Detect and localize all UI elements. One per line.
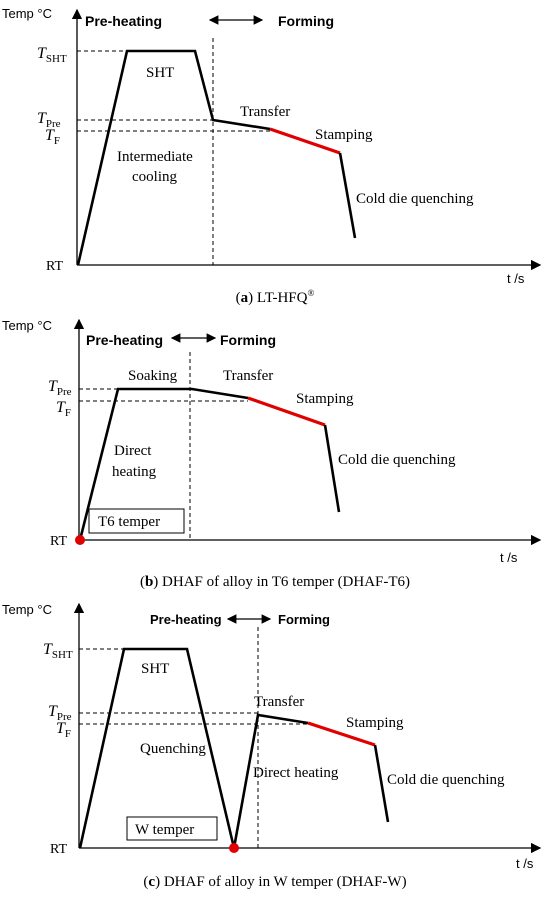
panel-c-phase-preheating: Pre-heating [150,612,222,627]
panel-a-label-intermediate-line2: cooling [132,169,177,185]
panel-c-tick-rt: RT [50,842,67,857]
panel-b-y-axis-label: Temp °C [2,318,52,333]
panel-b-label-cold-die: Cold die quenching [338,452,456,468]
panel-b-label-stamping: Stamping [296,391,354,407]
panel-b-start-point [75,535,85,545]
panel-b-caption: (b) DHAF of alloy in T6 temper (DHAF-T6) [140,574,410,590]
panel-b-tick-tpre: TPre [48,378,72,398]
panel-b-tick-rt: RT [50,534,67,549]
panel-a-process-curve [76,49,271,266]
panel-b-x-axis-label: t /s [500,550,518,565]
panel-c-temper-label: W temper [135,822,194,838]
panel-a-tick-rt: RT [46,259,63,274]
panel-b-label-direct-line1: Direct [114,443,152,459]
panel-b-stamping-segment [247,396,326,427]
panel-c-x-axis-label: t /s [516,856,534,871]
panel-a-label-sht: SHT [146,65,174,81]
panel-c-process-curve [78,647,309,849]
panel-c-label-transfer: Transfer [254,694,304,710]
panel-a-tick-tsht: TSHT [37,45,67,65]
panel-a-caption: (a) LT-HFQ® [236,288,315,306]
panel-a-phase-preheating: Pre-heating [85,13,162,29]
panel-b-temper-label: T6 temper [98,514,160,530]
panel-a-cold-quench-curve [338,152,357,239]
panel-c-stamping-segment [307,721,376,747]
panel-b-temper-box [88,508,185,534]
panel-b-phase-forming: Forming [220,332,276,348]
panel-a-tick-tpre: TPre [37,110,61,130]
panel-c-tick-tsht: TSHT [43,641,73,661]
panel-b-phase-preheating: Pre-heating [86,332,163,348]
panel-c-w-temper-point [229,843,239,853]
panel-b-process-curve [78,387,249,541]
panel-c-label-direct-heating: Direct heating [253,765,339,781]
panel-c-label-quenching: Quenching [140,741,206,757]
panel-a-y-axis-label: Temp °C [2,6,52,21]
panel-a-label-transfer: Transfer [240,104,290,120]
panel-a-label-intermediate-line1: Intermediate [117,149,193,165]
panel-c-cold-quench-curve [373,744,390,823]
panel-b-label-direct-line2: heating [112,464,157,480]
panel-a: Temp °C Pre-heating Forming t /s TSHT TP… [2,6,542,306]
panel-a-x-axis-label: t /s [507,271,525,286]
panel-c-phase-forming: Forming [278,612,330,627]
panel-c-tick-tf: TF [56,720,71,740]
panel-a-phase-forming: Forming [278,13,334,29]
panel-c-label-cold-die: Cold die quenching [387,772,505,788]
panel-b-cold-quench-curve [323,424,341,513]
panel-a-label-cold-die: Cold die quenching [356,191,474,207]
panel-c-label-stamping: Stamping [346,715,404,731]
panel-c-y-axis-label: Temp °C [2,602,52,617]
panel-b: Temp °C Pre-heating Forming t /s TPre TF… [2,318,542,590]
panel-a-stamping-segment [269,127,341,155]
panel-c-caption: (c) DHAF of alloy in W temper (DHAF-W) [143,874,406,890]
panel-c-tick-tpre: TPre [48,703,72,723]
panel-a-tick-tf: TF [45,127,60,147]
panel-c-label-sht: SHT [141,661,169,677]
panel-c-temper-box [126,816,218,841]
panel-c: Temp °C Pre-heating Forming t /s TSHT TP… [2,602,542,890]
panel-b-label-soaking: Soaking [128,368,178,384]
panel-b-tick-tf: TF [56,399,71,419]
panel-a-label-stamping: Stamping [315,127,373,143]
panel-b-label-transfer: Transfer [223,368,273,384]
